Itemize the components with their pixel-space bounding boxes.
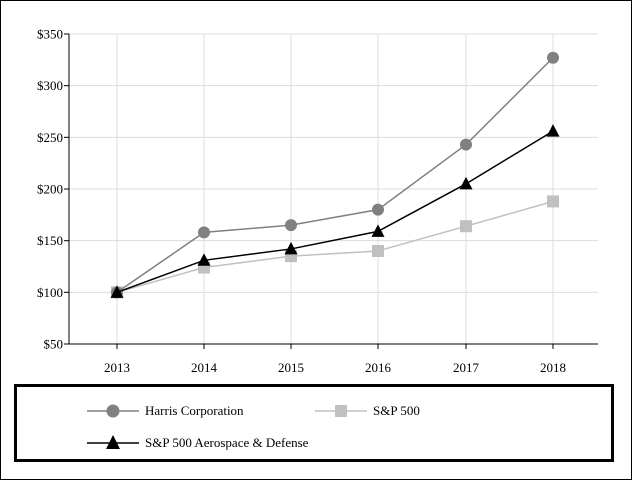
legend-label-harris: Harris Corporation — [145, 403, 244, 418]
y-tick-label: $300 — [37, 78, 63, 93]
series-harris-corporation — [111, 51, 559, 299]
data-point-s-p-500 — [547, 195, 559, 208]
legend-item-sp500: S&P 500 — [315, 401, 420, 421]
data-point-harris-corporation — [460, 138, 472, 151]
y-tick-label: $200 — [37, 182, 63, 197]
legend-swatch-sp500 — [315, 405, 367, 417]
legend-item-sp500-aerospace: S&P 500 Aerospace & Defense — [87, 433, 308, 453]
series-line-harris-corporation — [116, 57, 554, 293]
data-point-harris-corporation — [198, 226, 210, 239]
y-tick-label: $350 — [37, 27, 63, 42]
legend-label-sp500-aerospace: S&P 500 Aerospace & Defense — [145, 435, 309, 450]
grid — [69, 33, 598, 345]
data-point-s-p-500-aerospace-defense — [371, 224, 385, 237]
x-tick-label: 2013 — [104, 360, 130, 375]
x-tick-label: 2016 — [365, 360, 392, 375]
data-point-harris-corporation — [372, 203, 384, 216]
series-s-p-500-aerospace-defense — [110, 124, 560, 298]
data-point-s-p-500-aerospace-defense — [459, 176, 473, 190]
x-tick-label: 2015 — [278, 360, 304, 375]
series-s-p-500 — [111, 195, 559, 299]
y-axis-ticks: $50 $100 $150 $200 $250 $300 $350 — [37, 27, 69, 352]
x-tick-label: 2017 — [453, 360, 480, 375]
data-point-s-p-500-aerospace-defense — [546, 124, 560, 137]
data-point-s-p-500-aerospace-defense — [197, 253, 211, 266]
y-tick-label: $50 — [44, 337, 64, 352]
data-point-harris-corporation — [547, 51, 559, 64]
series-line-s-p-500-aerospace-defense — [116, 130, 554, 294]
legend-label-sp500: S&P 500 — [373, 403, 420, 418]
series-layer — [110, 51, 560, 299]
series-line-s-p-500 — [116, 200, 554, 294]
y-tick-label: $100 — [37, 285, 63, 300]
data-point-s-p-500-aerospace-defense — [284, 241, 298, 255]
y-tick-label: $150 — [37, 233, 63, 248]
legend-item-harris: Harris Corporation — [87, 401, 244, 421]
x-tick-label: 2018 — [540, 360, 566, 375]
data-point-s-p-500 — [460, 220, 472, 233]
x-axis-ticks: 2013 2014 2015 2016 2017 2018 — [104, 344, 566, 375]
x-tick-label: 2014 — [191, 360, 218, 375]
data-point-harris-corporation — [285, 219, 297, 232]
data-point-s-p-500 — [372, 245, 384, 257]
y-tick-label: $250 — [37, 130, 63, 145]
legend-swatch-sp500-aerospace — [87, 435, 139, 449]
legend-swatch-harris — [87, 404, 139, 418]
legend: Harris Corporation S&P 500 S&P 500 Aeros… — [14, 384, 614, 462]
data-point-s-p-500-aerospace-defense — [110, 285, 124, 298]
